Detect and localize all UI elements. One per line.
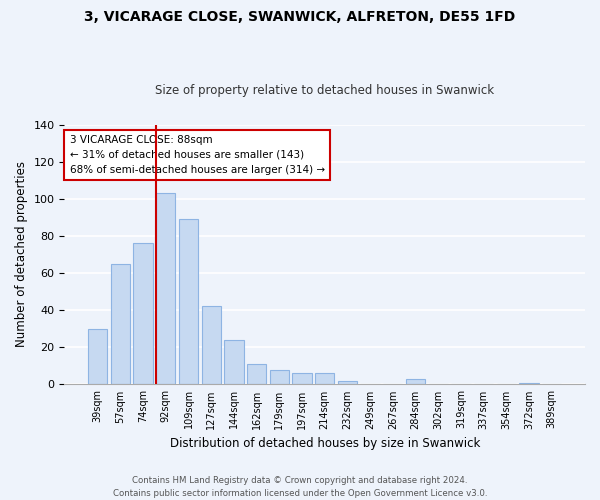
Bar <box>111 264 130 384</box>
Text: 3, VICARAGE CLOSE, SWANWICK, ALFRETON, DE55 1FD: 3, VICARAGE CLOSE, SWANWICK, ALFRETON, D… <box>85 10 515 24</box>
Bar <box>520 382 539 384</box>
Bar <box>88 328 107 384</box>
Bar <box>133 244 153 384</box>
Bar <box>338 380 357 384</box>
Bar <box>224 340 244 384</box>
Bar <box>406 379 425 384</box>
Text: Contains HM Land Registry data © Crown copyright and database right 2024.
Contai: Contains HM Land Registry data © Crown c… <box>113 476 487 498</box>
Bar <box>315 374 334 384</box>
X-axis label: Distribution of detached houses by size in Swanwick: Distribution of detached houses by size … <box>170 437 480 450</box>
Bar <box>247 364 266 384</box>
Y-axis label: Number of detached properties: Number of detached properties <box>15 162 28 348</box>
Bar <box>179 219 198 384</box>
Bar <box>202 306 221 384</box>
Bar <box>292 374 311 384</box>
Text: 3 VICARAGE CLOSE: 88sqm
← 31% of detached houses are smaller (143)
68% of semi-d: 3 VICARAGE CLOSE: 88sqm ← 31% of detache… <box>70 135 325 174</box>
Bar <box>156 193 175 384</box>
Bar <box>269 370 289 384</box>
Title: Size of property relative to detached houses in Swanwick: Size of property relative to detached ho… <box>155 84 494 97</box>
